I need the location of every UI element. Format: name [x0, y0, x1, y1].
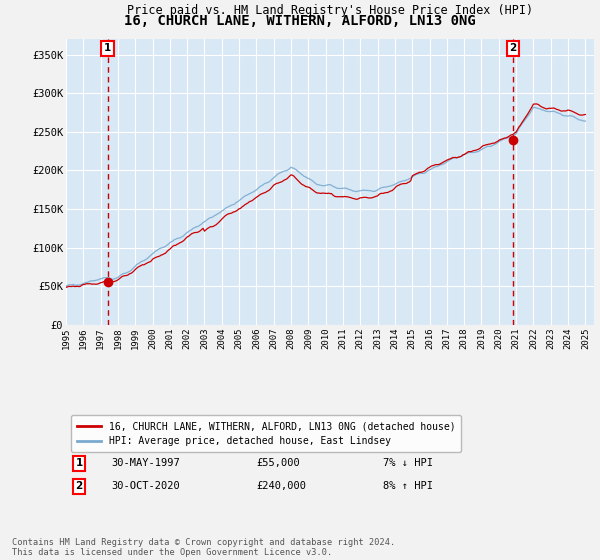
- Text: 30-MAY-1997: 30-MAY-1997: [111, 458, 179, 468]
- Text: 2: 2: [76, 481, 83, 491]
- Text: 1: 1: [104, 44, 112, 54]
- Text: 16, CHURCH LANE, WITHERN, ALFORD, LN13 0NG: 16, CHURCH LANE, WITHERN, ALFORD, LN13 0…: [124, 14, 476, 28]
- Text: £240,000: £240,000: [256, 481, 306, 491]
- Text: £55,000: £55,000: [256, 458, 300, 468]
- Text: Contains HM Land Registry data © Crown copyright and database right 2024.
This d: Contains HM Land Registry data © Crown c…: [12, 538, 395, 557]
- Title: Price paid vs. HM Land Registry's House Price Index (HPI): Price paid vs. HM Land Registry's House …: [127, 4, 533, 17]
- Text: 7% ↓ HPI: 7% ↓ HPI: [383, 458, 433, 468]
- Text: 8% ↑ HPI: 8% ↑ HPI: [383, 481, 433, 491]
- Text: 1: 1: [76, 458, 83, 468]
- Text: 2: 2: [509, 44, 517, 54]
- Text: 30-OCT-2020: 30-OCT-2020: [111, 481, 179, 491]
- Legend: 16, CHURCH LANE, WITHERN, ALFORD, LN13 0NG (detached house), HPI: Average price,: 16, CHURCH LANE, WITHERN, ALFORD, LN13 0…: [71, 416, 461, 452]
